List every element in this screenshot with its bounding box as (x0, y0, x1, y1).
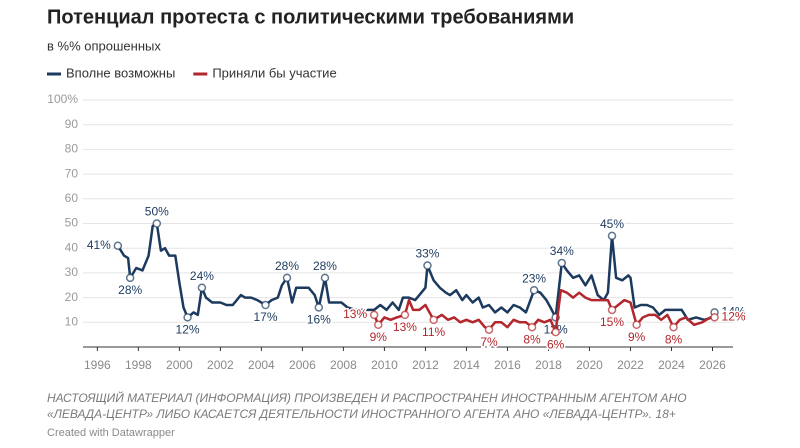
y-tick-label: 20 (65, 290, 79, 304)
point-marker (557, 258, 567, 268)
point-marker (152, 219, 162, 228)
point-marker (607, 231, 617, 241)
data-label: 28% (118, 283, 142, 297)
data-label: 24% (190, 269, 214, 283)
chart-subtitle: в %% опрошенных (47, 38, 161, 53)
point-marker (429, 315, 438, 325)
y-tick-label: 40 (65, 240, 79, 254)
legend: Вполне возможны Приняли бы участие (47, 65, 337, 80)
y-tick-label: 70 (65, 166, 79, 180)
point-marker (607, 305, 617, 315)
legend-label: Вполне возможны (66, 65, 175, 80)
point-marker (125, 273, 135, 283)
y-tick-label: 80 (65, 142, 79, 156)
x-tick-label: 2024 (658, 358, 685, 372)
point-marker (400, 310, 410, 320)
x-tick-label: 2008 (330, 358, 357, 372)
data-label: 13% (393, 320, 417, 334)
x-tick-label: 2006 (289, 358, 316, 372)
x-tick-label: 1998 (125, 358, 152, 372)
data-label: 41% (87, 238, 111, 252)
data-label: 7% (480, 335, 498, 349)
chart: Потенциал протеста с политическими требо… (47, 6, 747, 372)
x-tick-label: 2026 (699, 358, 726, 372)
legend-label: Приняли бы участие (212, 65, 336, 80)
x-tick-label: 1996 (84, 358, 111, 372)
data-label: 15% (600, 315, 624, 329)
chart-title: Потенциал протеста с политическими требо… (47, 6, 574, 28)
point-marker (423, 261, 432, 270)
y-tick-label: 100% (47, 92, 78, 106)
point-marker (261, 300, 270, 310)
point-marker (369, 310, 379, 320)
credit: Created with Datawrapper (47, 427, 175, 439)
x-tick-label: 2002 (207, 358, 234, 372)
data-label: 28% (313, 259, 337, 273)
data-label: 12% (722, 310, 746, 324)
point-marker (529, 285, 539, 295)
y-tick-label: 60 (65, 191, 79, 205)
point-marker (484, 325, 494, 334)
y-tick-label: 30 (65, 265, 79, 279)
x-tick-label: 2004 (248, 358, 275, 372)
point-marker (551, 327, 560, 337)
point-marker (320, 273, 330, 283)
point-marker (183, 313, 192, 322)
series-line (373, 288, 715, 334)
point-marker (314, 303, 324, 312)
x-tick-label: 2016 (494, 358, 521, 372)
data-label: 33% (415, 247, 439, 261)
data-label: 9% (628, 330, 646, 344)
point-marker (374, 320, 383, 330)
point-marker (197, 283, 207, 292)
x-tick-label: 2010 (371, 358, 398, 372)
x-tick-label: 2014 (453, 358, 480, 372)
x-tick-label: 2018 (535, 358, 562, 372)
data-label: 6% (547, 337, 565, 351)
point-marker (113, 241, 123, 250)
data-label: 34% (550, 244, 574, 258)
note: НАСТОЯЩИЙ МАТЕРИАЛ (ИНФОРМАЦИЯ) ПРОИЗВЕД… (47, 391, 687, 421)
data-label: 8% (665, 332, 683, 346)
y-tick-label: 50 (65, 216, 79, 230)
data-label: 13% (343, 307, 367, 321)
data-label: 45% (600, 217, 624, 231)
data-label: 17% (253, 310, 277, 324)
x-tick-label: 2000 (166, 358, 193, 372)
y-tick-label: 10 (65, 314, 79, 328)
data-label: 16% (307, 313, 331, 327)
data-label: 11% (422, 325, 445, 339)
data-label: 12% (176, 323, 200, 337)
data-label: 9% (370, 330, 388, 344)
data-label: 23% (522, 271, 546, 285)
data-label: 8% (523, 332, 541, 346)
point-marker (710, 313, 719, 322)
series-line (116, 222, 716, 322)
point-marker (527, 322, 537, 332)
point-marker (669, 322, 678, 332)
x-tick-label: 2022 (617, 358, 644, 372)
data-label: 50% (145, 205, 169, 219)
data-label: 14% (722, 305, 746, 319)
y-tick-label: 90 (65, 117, 79, 131)
point-marker (282, 273, 292, 283)
point-marker (632, 320, 641, 330)
x-tick-label: 2020 (576, 358, 603, 372)
x-tick-label: 2012 (412, 358, 439, 372)
data-label: 28% (275, 259, 299, 273)
